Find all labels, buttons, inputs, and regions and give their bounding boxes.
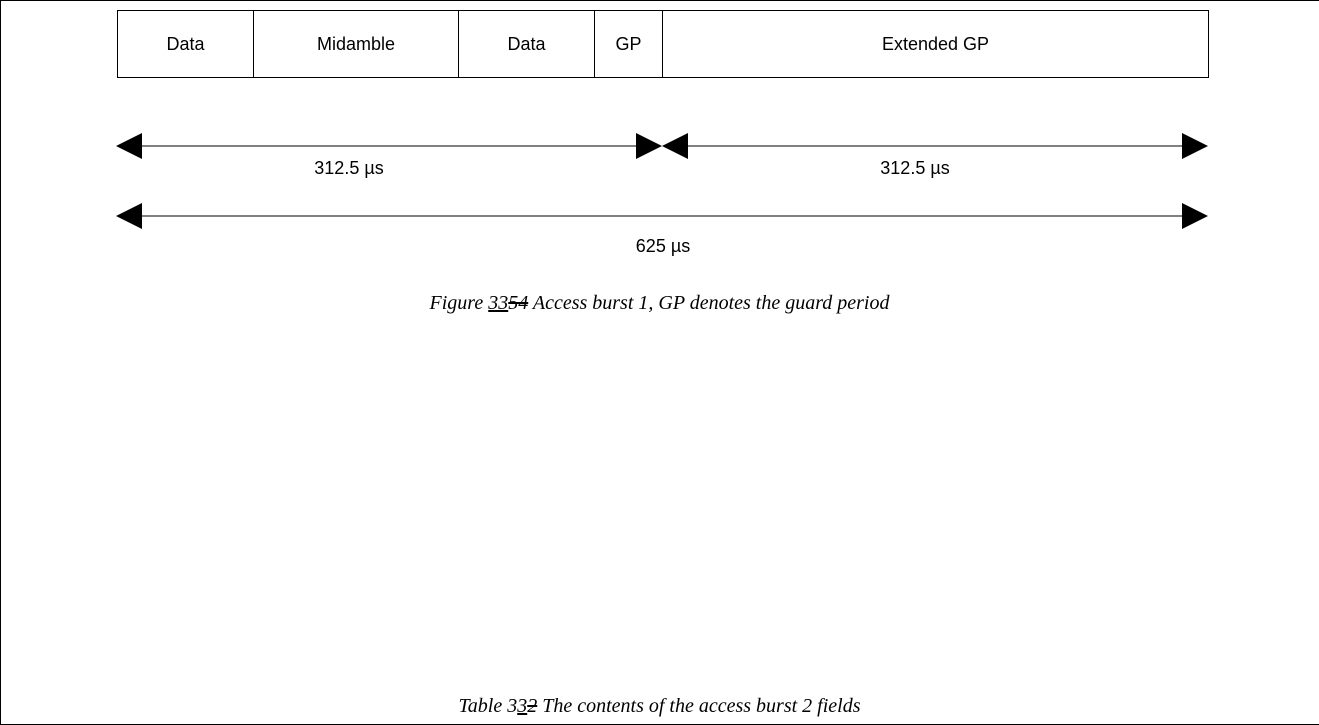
- table-caption: Table 332 The contents of the access bur…: [0, 695, 1319, 718]
- access-burst-diagram: Data Midamble Data GP Extended GP: [117, 10, 1209, 78]
- total-arrow: [116, 203, 1208, 229]
- second-half-arrow: [662, 133, 1208, 159]
- field-data-2: Data: [459, 11, 595, 77]
- table-caption-prefix: Table: [458, 695, 508, 717]
- second-half-duration-label: 312.5 µs: [880, 158, 950, 178]
- field-data-1: Data: [118, 11, 254, 77]
- table-number-plain: 3: [507, 695, 518, 717]
- figure-number-inserted: 33: [488, 292, 509, 314]
- figure-caption-text: Access burst 1, GP denotes the guard per…: [528, 292, 890, 314]
- figure-number-deleted: 54: [508, 292, 529, 314]
- table-number-inserted: 3: [517, 695, 528, 717]
- figure-caption: Figure 3354 Access burst 1, GP denotes t…: [0, 292, 1319, 315]
- first-half-duration-label: 312.5 µs: [314, 158, 384, 178]
- total-duration-label: 625 µs: [635, 236, 691, 256]
- table-number-deleted: 2: [527, 695, 538, 717]
- table-caption-text: The contents of the access burst 2 field…: [537, 695, 861, 717]
- field-midamble: Midamble: [254, 11, 459, 77]
- field-gp: GP: [595, 11, 663, 77]
- first-half-arrow: [116, 133, 662, 159]
- figure-caption-prefix: Figure: [429, 292, 489, 314]
- field-extended-gp: Extended GP: [881, 33, 990, 54]
